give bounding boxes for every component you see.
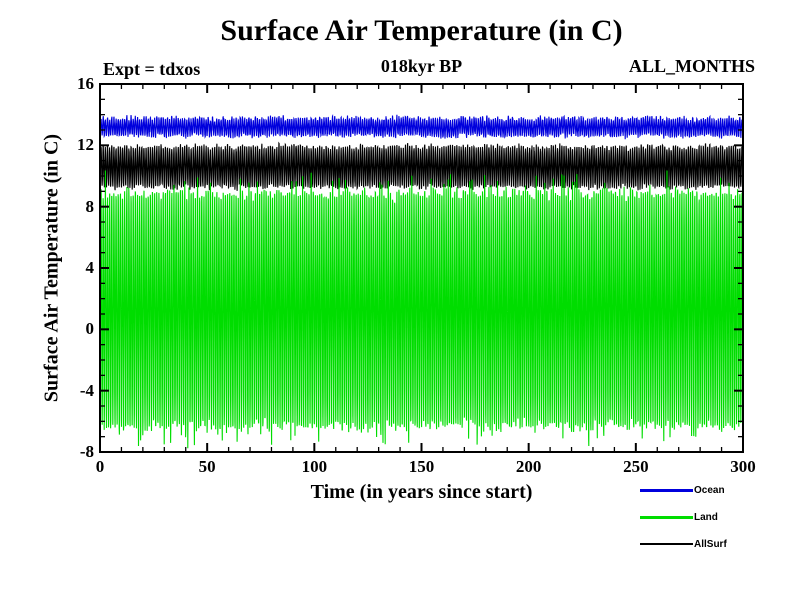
y-tick-label: 4 — [85, 258, 95, 277]
y-tick-label: 0 — [85, 319, 95, 339]
y-tick-label: 8 — [85, 196, 95, 216]
y-tick-label: -4 — [79, 380, 94, 400]
chart-title: Surface Air Temperature (in C) — [220, 14, 623, 47]
y-tick-label: 16 — [77, 74, 94, 93]
series-ocean — [99, 113, 744, 140]
x-tick-label: 100 — [301, 457, 328, 476]
x-tick-label: 250 — [623, 457, 649, 476]
x-tick-label: 50 — [198, 457, 216, 476]
series-lines — [99, 113, 744, 449]
x-tick-label: 0 — [95, 457, 105, 476]
x-tick-label: 150 — [408, 457, 435, 476]
series-land — [99, 170, 744, 449]
months-label: ALL_MONTHS — [628, 56, 755, 76]
epoch-label: 018kyr BP — [380, 56, 463, 76]
minor-ticks — [100, 84, 743, 452]
y-tick-label: -8 — [79, 442, 94, 461]
y-tick-label: 12 — [77, 135, 94, 155]
experiment-label: Expt = tdxos — [103, 59, 201, 79]
major-ticks — [99, 83, 744, 453]
x-tick-label: 300 — [730, 457, 756, 476]
x-tick-label: 200 — [515, 457, 542, 476]
x-axis-title: Time (in years since start) — [310, 481, 533, 503]
series-allsurf — [99, 141, 744, 191]
